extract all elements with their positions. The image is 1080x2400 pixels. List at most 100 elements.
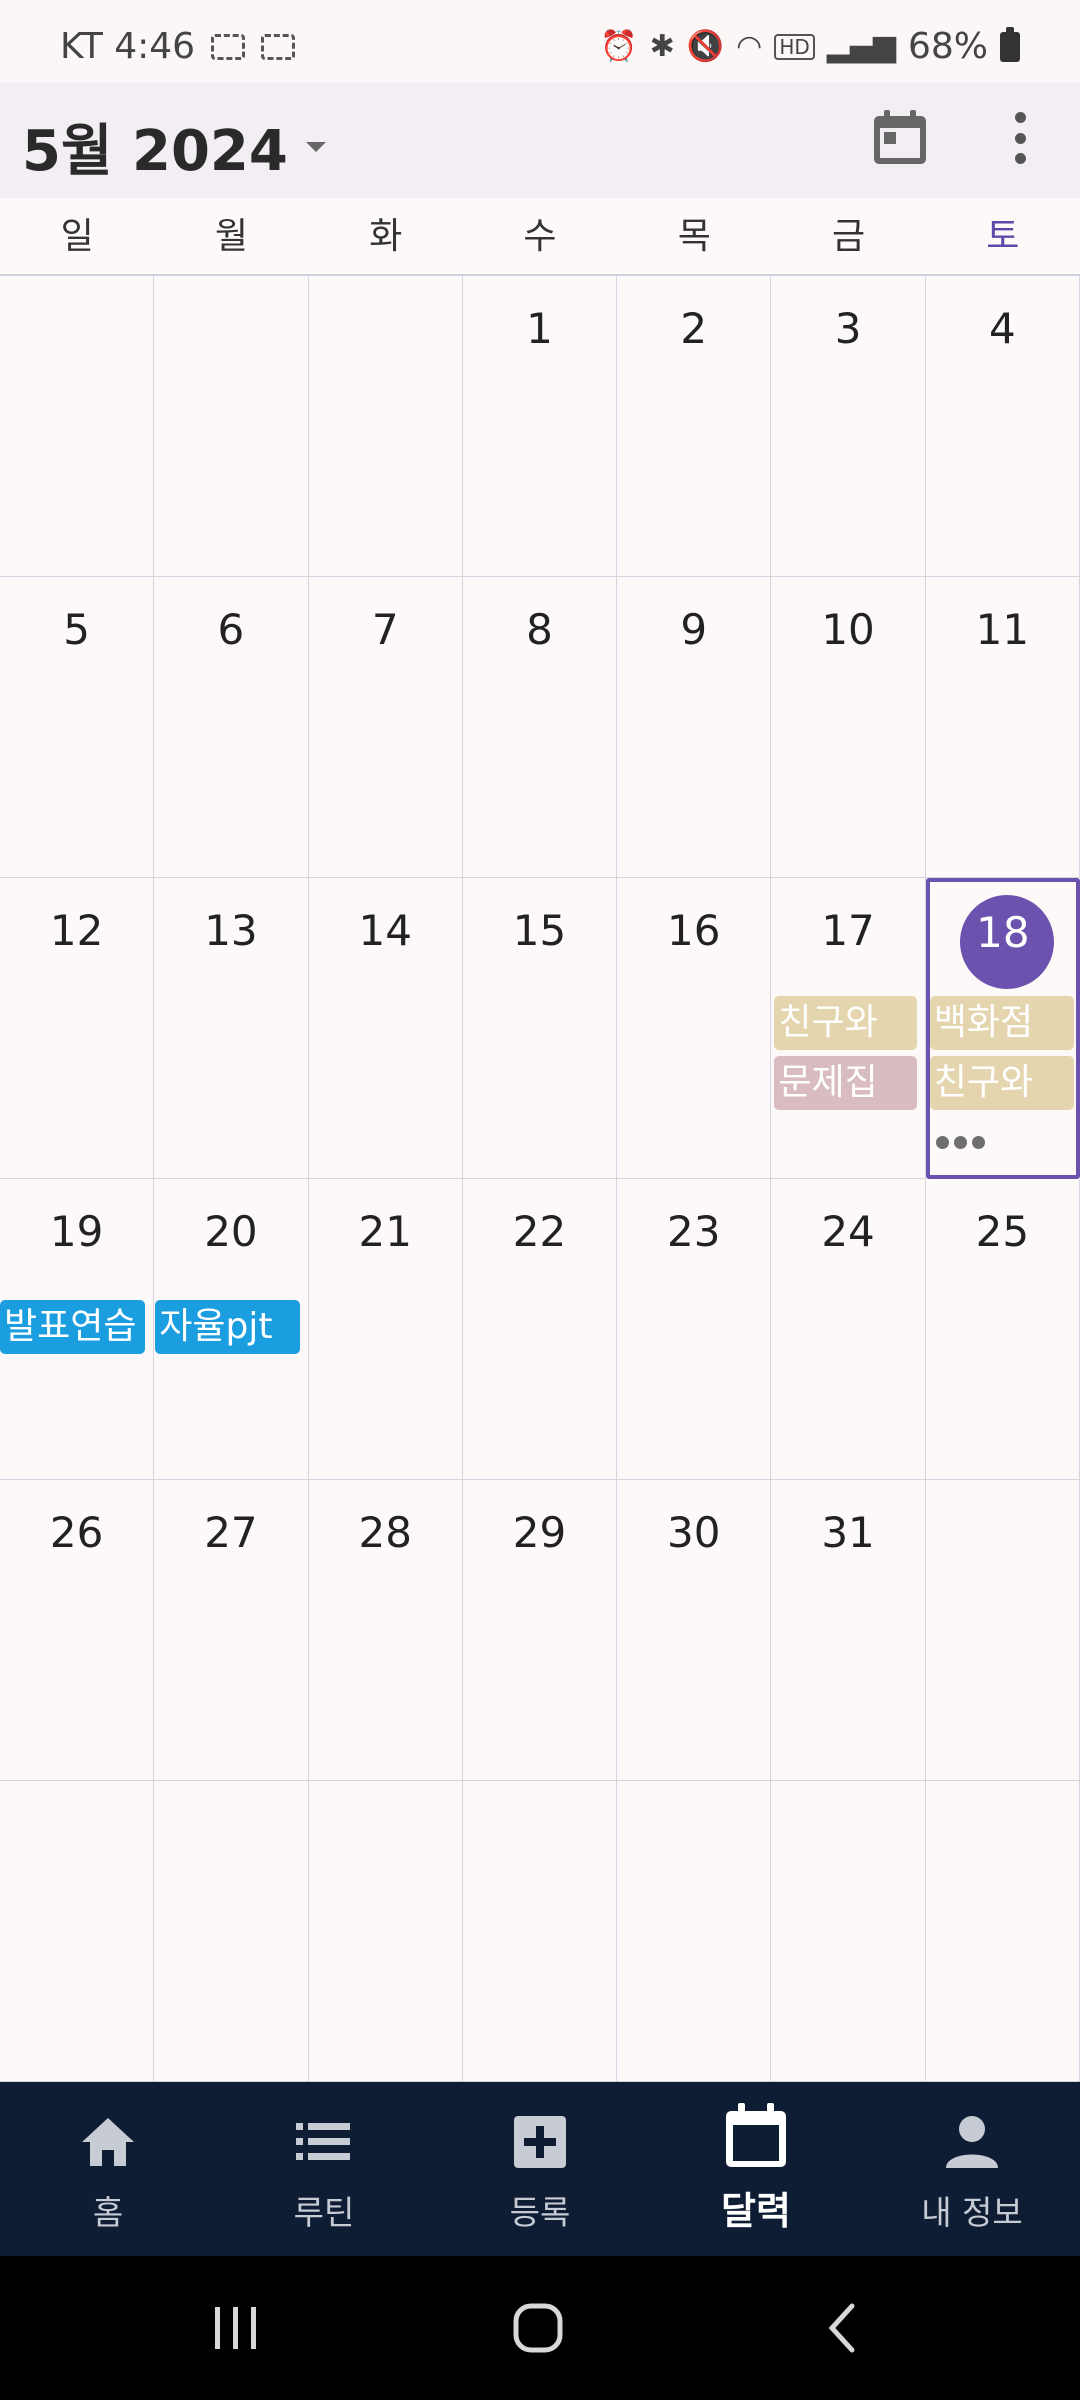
day-cell[interactable]: 14: [308, 878, 463, 1179]
day-cell[interactable]: 29: [462, 1480, 618, 1781]
status-right: ⏰ ✱ 🔇 ◠ HD ▂▄▆ 68%: [600, 26, 1020, 67]
mute-icon: 🔇: [686, 28, 725, 64]
home-circle-icon: [513, 2303, 563, 2353]
day-number: 14: [358, 906, 412, 955]
day-cell[interactable]: 25: [925, 1179, 1080, 1480]
weekday-sun: 일: [60, 216, 94, 257]
nav-item-routine[interactable]: 루틴: [216, 2082, 432, 2256]
day-number: 28: [358, 1508, 412, 1557]
home-button[interactable]: [498, 2296, 578, 2360]
day-cell[interactable]: [617, 1781, 772, 2082]
recent-apps-button[interactable]: [196, 2296, 276, 2360]
day-cell[interactable]: 1: [462, 276, 618, 577]
day-number: 2: [680, 304, 708, 353]
nav-item-home[interactable]: 홈: [0, 2082, 216, 2256]
day-cell[interactable]: 10: [771, 577, 926, 878]
battery-icon: [1000, 26, 1020, 62]
calendar-today-icon: [874, 110, 926, 164]
list-icon: [292, 2110, 356, 2174]
event-chip[interactable]: 백화점: [929, 996, 1074, 1050]
day-cell[interactable]: 8: [462, 577, 618, 878]
screen-record-icon: [211, 33, 246, 60]
weekday-fri: 금: [831, 216, 866, 257]
day-cell[interactable]: 21: [308, 1179, 463, 1480]
day-cell[interactable]: 5: [0, 577, 155, 878]
event-chip[interactable]: 친구와: [774, 996, 917, 1050]
calendar-header: 5월 2024: [0, 82, 1080, 198]
nav-item-profile[interactable]: 내 정보: [864, 2082, 1080, 2256]
day-cell[interactable]: 17 친구와 문제집: [771, 878, 926, 1179]
day-cell[interactable]: 2: [617, 276, 772, 577]
day-number: 19: [49, 1207, 104, 1256]
nav-item-calendar[interactable]: 달력: [648, 2082, 864, 2256]
day-cell[interactable]: 16: [617, 878, 772, 1179]
day-cell[interactable]: 11: [925, 577, 1080, 878]
day-number: 20: [204, 1207, 258, 1256]
day-cell[interactable]: 9: [617, 577, 772, 878]
day-cell[interactable]: 4: [925, 276, 1080, 577]
day-cell[interactable]: 30: [617, 1480, 772, 1781]
battery-percent: 68%: [907, 26, 988, 67]
day-cell[interactable]: [771, 1781, 926, 2082]
day-number: 21: [358, 1207, 412, 1256]
day-cell[interactable]: 3: [771, 276, 926, 577]
day-cell[interactable]: [925, 1480, 1080, 1781]
event-chip[interactable]: 자율pjt: [155, 1300, 300, 1354]
day-number: 13: [204, 906, 258, 955]
status-bar: KT 4:46 ⏰ ✱ 🔇 ◠ HD ▂▄▆ 68%: [0, 0, 1080, 82]
month-selector[interactable]: 5월 2024: [22, 106, 326, 187]
day-cell[interactable]: [308, 276, 463, 577]
day-cell[interactable]: [154, 1781, 309, 2082]
day-cell[interactable]: 22: [462, 1179, 618, 1480]
more-events-icon[interactable]: [935, 1136, 985, 1149]
alarm-icon: ⏰: [600, 28, 638, 64]
weekday-thu: 목: [677, 216, 711, 257]
day-cell[interactable]: 15: [462, 878, 618, 1179]
day-cell[interactable]: 31: [771, 1480, 926, 1781]
carrier-time: KT 4:46: [60, 26, 196, 67]
day-cell[interactable]: 19 발표연습: [0, 1179, 155, 1480]
back-button[interactable]: [802, 2296, 882, 2360]
day-cell[interactable]: 12: [0, 878, 155, 1179]
home-icon: [76, 2110, 140, 2174]
day-number: 9: [680, 605, 708, 654]
event-chip[interactable]: 친구와: [929, 1056, 1074, 1110]
day-number: 23: [667, 1207, 721, 1256]
event-chip[interactable]: 문제집: [774, 1056, 917, 1110]
day-cell[interactable]: [462, 1781, 618, 2082]
day-cell[interactable]: 20 자율pjt: [154, 1179, 309, 1480]
nav-label: 내 정보: [921, 2193, 1023, 2232]
day-number: 26: [49, 1508, 104, 1557]
day-cell[interactable]: [925, 1781, 1080, 2082]
day-cell[interactable]: 26: [0, 1480, 155, 1781]
day-cell[interactable]: 13: [154, 878, 309, 1179]
day-cell[interactable]: 7: [308, 577, 463, 878]
nav-item-register[interactable]: 등록: [432, 2082, 648, 2256]
day-cell[interactable]: [154, 276, 309, 577]
day-cell-today[interactable]: 18 백화점 친구와: [925, 878, 1080, 1179]
day-cell[interactable]: [0, 1781, 155, 2082]
weekday-tue: 화: [369, 216, 403, 257]
nav-label: 홈: [92, 2193, 124, 2232]
day-cell[interactable]: [0, 276, 155, 577]
day-number: 1: [526, 304, 553, 353]
day-cell[interactable]: [308, 1781, 463, 2082]
event-chip[interactable]: 발표연습: [0, 1300, 146, 1354]
day-number: 11: [975, 605, 1030, 654]
today-calendar-button[interactable]: [870, 108, 930, 168]
person-icon: [940, 2110, 1004, 2174]
more-dot-icon: [1014, 132, 1026, 144]
day-cell[interactable]: 24: [771, 1179, 926, 1480]
signal-icon: ▂▄▆: [826, 28, 896, 64]
nav-label: 루틴: [293, 2193, 355, 2232]
day-number: 16: [667, 906, 721, 955]
day-cell[interactable]: 6: [154, 577, 309, 878]
nav-label: 등록: [509, 2193, 571, 2232]
day-cell[interactable]: 23: [617, 1179, 772, 1480]
screen-capture-icon: [261, 33, 296, 60]
day-cell[interactable]: 28: [308, 1480, 463, 1781]
bottom-nav: 홈 루틴 등록: [0, 2082, 1080, 2256]
more-options-button[interactable]: [1000, 108, 1040, 168]
calendar-grid: 1 2 3 4 5 6 7 8 9 10 11 12 13 14 15 16 1…: [0, 276, 1080, 2082]
day-cell[interactable]: 27: [154, 1480, 309, 1781]
